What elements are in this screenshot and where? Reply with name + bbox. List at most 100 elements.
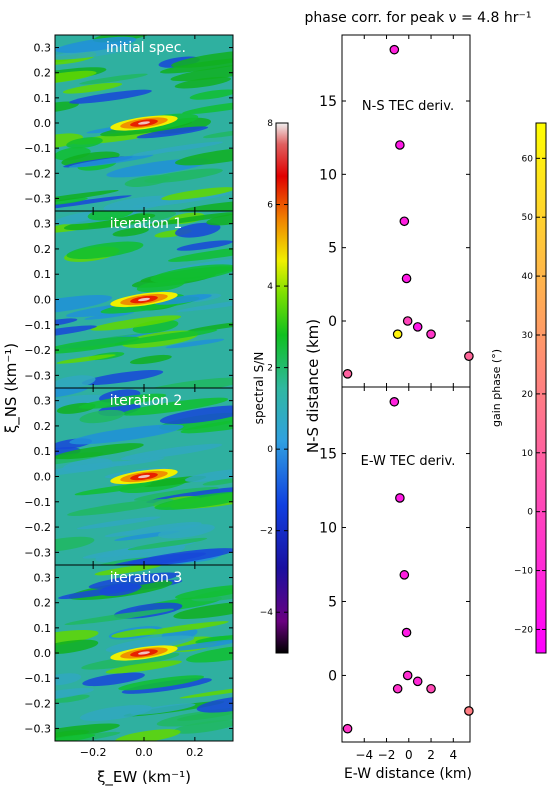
heatmap-panel-label: iteration 3 xyxy=(110,570,183,586)
heatmap-band xyxy=(58,585,143,599)
heatmap-band xyxy=(55,733,96,741)
heatmap-band xyxy=(127,537,208,551)
heatmap-y-tick-label: 0.3 xyxy=(34,572,52,585)
ns-panel-label: N-S TEC deriv. xyxy=(362,99,454,114)
heatmap-band xyxy=(179,683,233,699)
scatter-point xyxy=(426,329,436,339)
heatmap-y-axis-label: ξ_NS (km⁻¹) xyxy=(2,343,21,433)
heatmap-band xyxy=(150,264,233,283)
scatter-y-tick-label: 15 xyxy=(319,94,337,110)
heatmap-band xyxy=(120,443,223,460)
ew-scatter-panel-frame xyxy=(341,386,471,743)
heatmap-band xyxy=(55,70,97,85)
sn-colorbar-label: spectral S/N xyxy=(252,352,266,425)
scatter-point xyxy=(402,316,413,326)
heatmap-x-tick-label: 0.0 xyxy=(135,746,153,759)
heatmap-y-tick-label: 0.1 xyxy=(34,445,52,458)
heatmap-band xyxy=(79,73,148,85)
heatmap-band xyxy=(66,137,103,149)
heatmap-band xyxy=(167,245,233,262)
heatmap-band xyxy=(176,240,233,251)
heatmap-x-tick-label: −0.2 xyxy=(80,746,107,759)
heatmap-band xyxy=(105,635,195,653)
heatmap-band xyxy=(55,394,104,411)
scatter-x-axis-label: E-W distance (km) xyxy=(344,766,472,782)
heatmap-band xyxy=(136,279,185,293)
heatmap-band xyxy=(55,294,113,315)
heatmap-band xyxy=(84,311,135,320)
heatmap-band xyxy=(173,601,233,619)
phase-colorbar xyxy=(535,122,547,654)
heatmap-y-tick-label: 0.2 xyxy=(34,420,52,433)
heatmap-x-axis-label: ξ_EW (km⁻¹) xyxy=(97,768,191,787)
heatmap-band xyxy=(55,36,137,53)
scatter-point xyxy=(392,329,403,339)
scatter-point xyxy=(342,368,353,379)
heatmap-band xyxy=(173,720,233,734)
heatmap-y-tick-label: 0.0 xyxy=(34,471,52,484)
heatmap-y-tick-label: −0.1 xyxy=(24,496,51,509)
sn-colorbar-tick-label: 2 xyxy=(267,364,273,374)
heatmap-band xyxy=(186,645,233,663)
heatmap-panel-1 xyxy=(55,35,233,211)
heatmap-panels: initial spec. iteration 1 iteration 2 itera… xyxy=(54,34,234,742)
heatmap-band xyxy=(203,130,233,139)
heatmap-band xyxy=(161,187,233,201)
heatmap-band xyxy=(68,154,154,168)
heatmap-y-tick-label: 0.1 xyxy=(34,268,52,281)
heatmap-y-tick-label: −0.3 xyxy=(24,192,51,205)
phase-colorbar-ticks: 60 50 40 30 20 10 0 −10 −20 xyxy=(514,154,546,635)
scatter-point xyxy=(395,140,405,150)
scatter-point xyxy=(399,216,410,227)
heatmap-band xyxy=(61,151,120,167)
heatmap-band xyxy=(114,329,218,346)
heatmap-band xyxy=(175,147,233,166)
heatmap-band xyxy=(196,695,233,713)
scatter-y-tick-label: 15 xyxy=(319,447,337,463)
phase-colorbar-tick-label: 10 xyxy=(522,449,534,459)
heatmap-band xyxy=(180,417,233,434)
scatter-x-tick-label: −2 xyxy=(378,748,396,762)
heatmap-band xyxy=(82,672,145,687)
scatter-point xyxy=(389,396,400,407)
phase-colorbar-tick-label: −20 xyxy=(514,625,533,635)
heatmap-band xyxy=(124,548,233,565)
heatmap-band xyxy=(78,393,167,409)
scatter-y-tick-label: 5 xyxy=(328,241,337,257)
scatter-x-tick-label: 0 xyxy=(405,748,413,762)
heatmap-band xyxy=(55,443,144,460)
heatmap-panel-4 xyxy=(55,565,233,741)
heatmap-band xyxy=(55,536,95,552)
sn-colorbar-ticks: 8 6 4 2 0 −2 −4 xyxy=(260,119,288,618)
scatter-point xyxy=(401,627,412,638)
scatter-points xyxy=(342,44,474,734)
scatter-point xyxy=(399,570,410,580)
heatmap-band xyxy=(206,212,233,226)
heatmap-y-tick-label: 0.3 xyxy=(34,218,52,231)
heatmap-band xyxy=(136,126,209,139)
scatter-x-tick-label: 4 xyxy=(449,748,457,762)
sn-colorbar-tick-label: 6 xyxy=(267,201,273,211)
scatter-point xyxy=(426,683,436,694)
heatmap-band xyxy=(154,491,233,510)
heatmap-band xyxy=(130,703,196,715)
scatter-y-tick-label: 0 xyxy=(328,314,337,330)
heatmap-band xyxy=(64,608,175,626)
heatmap-panel-3 xyxy=(55,388,233,565)
heatmap-x-tick-label: 0.2 xyxy=(186,746,204,759)
heatmap-y-tick-label: 0.2 xyxy=(34,597,52,610)
heatmap-band xyxy=(115,729,181,741)
scatter-y-tick-label: 5 xyxy=(328,594,337,610)
heatmap-band xyxy=(175,584,233,600)
heatmap-band xyxy=(170,61,233,82)
heatmap-y-tick-label: −0.3 xyxy=(24,722,51,735)
heatmap-peak xyxy=(138,651,150,655)
heatmap-band xyxy=(81,370,164,386)
heatmap-y-tick-label: 0.2 xyxy=(34,243,52,256)
scatter-y-axis-label: N-S distance (km) xyxy=(304,319,322,453)
heatmap-band xyxy=(134,621,229,636)
scatter-point xyxy=(412,676,423,687)
heatmap-band xyxy=(55,723,120,741)
